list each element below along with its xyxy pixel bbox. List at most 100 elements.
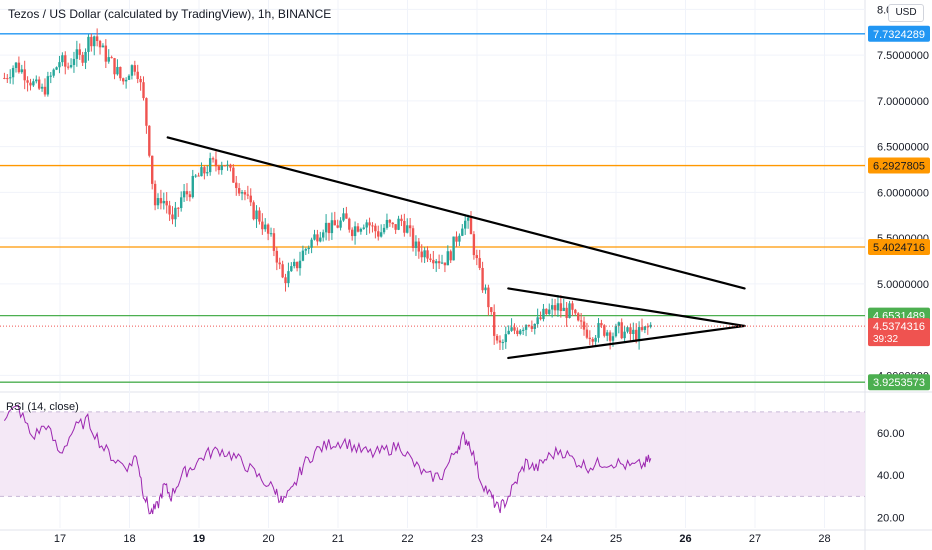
candle-body: [20, 69, 23, 73]
candle-body: [397, 218, 400, 230]
candle-body: [432, 259, 435, 264]
candle-body: [11, 67, 15, 78]
candle-body: [113, 58, 116, 75]
candle-body: [411, 228, 415, 248]
candle-body: [148, 125, 151, 156]
candle-body: [17, 62, 21, 73]
price-level-label: 7.7324289: [873, 29, 925, 41]
candle-body: [640, 327, 644, 330]
candle-body: [64, 55, 67, 67]
candle-body: [313, 234, 316, 240]
candle-body: [559, 303, 563, 312]
candle-body: [258, 210, 261, 222]
candle-body: [275, 250, 279, 263]
candle-body: [504, 334, 507, 343]
candle-body: [101, 45, 105, 48]
candle-body: [391, 222, 394, 225]
candle-body: [249, 195, 252, 203]
price-level-tag: [868, 374, 930, 391]
candle-body: [162, 200, 165, 204]
candle-body: [507, 330, 510, 335]
x-tick-label: 19: [193, 533, 205, 545]
candle-body: [281, 264, 284, 278]
candle-body: [571, 303, 574, 310]
candle-body: [295, 261, 299, 269]
candle-body: [440, 262, 444, 264]
candle-body: [75, 49, 79, 59]
candle-body: [617, 322, 621, 326]
candle-body: [550, 305, 554, 310]
rsi-line: [3, 404, 652, 515]
candle-body: [519, 330, 522, 334]
candle-body: [197, 175, 200, 177]
currency-button[interactable]: USD: [888, 4, 924, 22]
candle-body: [208, 158, 212, 173]
candle-body: [579, 320, 583, 322]
candle-body: [475, 255, 478, 259]
candle-body: [153, 183, 157, 206]
candle-body: [130, 65, 134, 76]
candle-body: [620, 322, 623, 339]
candle-body: [435, 261, 438, 264]
rsi-title: RSI (14, close): [6, 401, 79, 413]
countdown-label: 39:32: [873, 334, 898, 345]
candle-body: [110, 57, 113, 59]
candle-body: [350, 229, 354, 237]
price-level-label: 5.4024716: [873, 242, 925, 254]
candle-body: [371, 225, 374, 227]
candle-body: [466, 217, 470, 221]
candle-body: [414, 241, 418, 248]
y-tick-label: 6.5000000: [877, 142, 929, 154]
candle-body: [203, 167, 206, 174]
candle-body: [179, 197, 183, 209]
candle-body: [133, 65, 137, 72]
candle-body: [536, 317, 539, 324]
candle-body: [243, 192, 247, 195]
candle-body: [116, 66, 119, 75]
x-tick-label: 20: [262, 533, 274, 545]
candle-body: [321, 232, 325, 238]
candle-body: [423, 250, 426, 258]
x-tick-label: 21: [332, 533, 344, 545]
rsi-y-tick-label: 60.00: [877, 428, 905, 440]
candle-body: [151, 155, 154, 184]
candle-body: [472, 234, 476, 256]
candle-body: [301, 250, 305, 261]
candles-group: [3, 28, 652, 351]
candle-body: [217, 166, 221, 171]
candle-body: [562, 307, 565, 312]
candle-body: [29, 82, 32, 86]
rsi-y-tick-label: 40.00: [877, 470, 905, 482]
candle-body: [287, 271, 290, 284]
candle-body: [388, 219, 392, 223]
candle-body: [333, 220, 336, 226]
candle-body: [597, 323, 600, 338]
candle-body: [182, 191, 186, 198]
candle-body: [443, 262, 447, 266]
candle-body: [269, 233, 273, 235]
candle-body: [490, 307, 493, 312]
candle-body: [611, 336, 615, 341]
candle-body: [588, 337, 592, 339]
candle-body: [278, 262, 281, 265]
candle-body: [623, 331, 626, 339]
candle-body: [200, 167, 203, 177]
candle-body: [336, 225, 339, 228]
candle-body: [464, 220, 467, 229]
candle-body: [188, 194, 192, 198]
candle-body: [246, 194, 250, 196]
candle-body: [194, 175, 197, 177]
candle-body: [446, 251, 450, 266]
candle-body: [307, 247, 310, 250]
candle-body: [90, 36, 93, 47]
candle-body: [524, 325, 528, 330]
candle-body: [379, 232, 383, 237]
x-tick-label: 17: [54, 533, 66, 545]
candle-body: [400, 218, 403, 222]
candle-body: [72, 58, 76, 66]
candle-body: [226, 164, 229, 166]
candle-body: [498, 340, 502, 343]
candle-body: [319, 237, 322, 242]
candle-body: [232, 167, 235, 183]
